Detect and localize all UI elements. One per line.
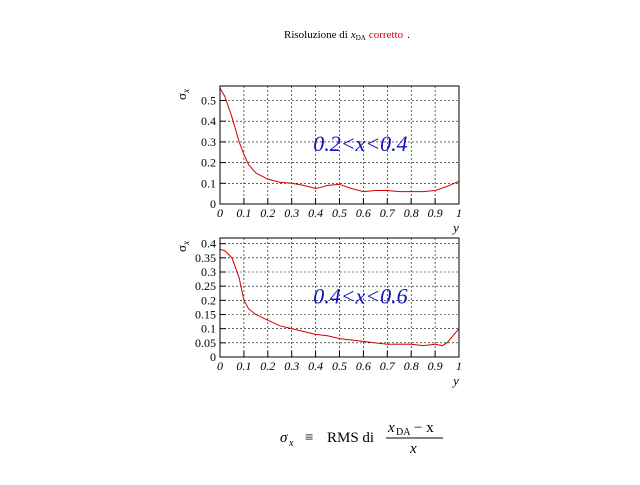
y-tick-label: 0.1: [201, 176, 216, 190]
plot-frame: [219, 85, 460, 205]
formula-text: RMS di: [327, 430, 374, 446]
x-tick-label: 0.2: [260, 359, 275, 373]
y-tick-label: 0: [210, 350, 216, 364]
formula-equiv: ≡: [305, 430, 313, 446]
x-tick-label: 0.2: [260, 206, 275, 220]
x-tick-label: 0.8: [404, 359, 419, 373]
x-tick-label: 0.6: [356, 359, 371, 373]
y-tick-label: 0: [210, 197, 216, 211]
y-tick-label: 0.1: [201, 322, 216, 336]
x-tick-label: 0.3: [284, 206, 299, 220]
panel: 0 0.1 0.2 0.3 0.4 0.5 0 0.1 0.2 0.3 0.4 0.5 0.6 0.7 0.…: [174, 85, 462, 235]
y-axis-label: σx: [174, 89, 191, 100]
x-tick-label: 0.6: [356, 206, 371, 220]
formula-num-var: x: [387, 420, 395, 436]
y-axis-symbol: σ: [174, 93, 189, 100]
title-highlight: corretto: [369, 29, 404, 41]
title-suffix: .: [407, 29, 410, 41]
annotation: 0.4<x<0.6: [313, 283, 407, 308]
y-tick-label: 0.05: [195, 336, 216, 350]
x-tick-label: 0.5: [332, 359, 347, 373]
plot-frame: [219, 237, 460, 358]
x-tick-label: 0.5: [332, 206, 347, 220]
x-tick-label: 0.1: [236, 206, 251, 220]
y-tick-label: 0.3: [201, 265, 216, 279]
x-tick-label: 0.4: [308, 206, 323, 220]
y-tick-label: 0.5: [201, 93, 216, 107]
formula-symbol: σ: [280, 430, 288, 446]
panel: 00.050.10.150.20.250.30.350.40 0.1 0.2 0.3 0…: [174, 237, 462, 388]
y-tick-label: 0.2: [201, 156, 216, 170]
formula-subscript: x: [288, 438, 294, 449]
x-tick-label: 0.4: [308, 359, 323, 373]
formula-den: x: [409, 441, 417, 457]
x-tick-label: 0.9: [428, 359, 443, 373]
data-line: [219, 248, 460, 347]
y-tick-label: 0.4: [201, 114, 216, 128]
y-tick-label: 0.15: [195, 308, 216, 322]
y-tick-label: 0.4: [201, 237, 216, 251]
x-tick-label: 0.9: [428, 206, 443, 220]
x-axis-label: y: [451, 220, 459, 235]
annotation: 0.2<x<0.4: [313, 131, 407, 156]
y-axis-symbol: σ: [174, 245, 189, 252]
y-tick-label: 0.2: [201, 293, 216, 307]
footer-formula: σ x ≡ RMS di x DA − x x: [280, 420, 443, 457]
x-tick-label: 0.3: [284, 359, 299, 373]
title-prefix: Risoluzione di: [284, 29, 348, 41]
y-axis-label: σx: [174, 241, 191, 252]
header: Risoluzione di xDA corretto.: [284, 29, 410, 42]
x-axis-label: y: [451, 373, 459, 388]
x-tick-label: 0.7: [380, 206, 396, 220]
title-subscript: DA: [356, 34, 366, 42]
data-line: [219, 87, 460, 193]
y-axis-subscript: x: [181, 89, 191, 94]
x-tick-label: 0: [217, 359, 223, 373]
y-tick-label: 0.3: [201, 135, 216, 149]
formula-num-sub: DA: [396, 427, 411, 438]
x-tick-label: 1: [456, 359, 462, 373]
x-tick-label: 1: [456, 206, 462, 220]
y-tick-label: 0.25: [195, 279, 216, 293]
y-tick-label: 0.35: [195, 251, 216, 265]
x-tick-label: 0: [217, 206, 223, 220]
y-axis-subscript: x: [181, 241, 191, 246]
x-tick-label: 0.8: [404, 206, 419, 220]
title: Risoluzione di xDA corretto.: [284, 29, 410, 42]
title-variable: x: [350, 29, 356, 41]
x-tick-label: 0.1: [236, 359, 251, 373]
formula-num-rest: − x: [414, 420, 434, 436]
x-tick-label: 0.7: [380, 359, 396, 373]
